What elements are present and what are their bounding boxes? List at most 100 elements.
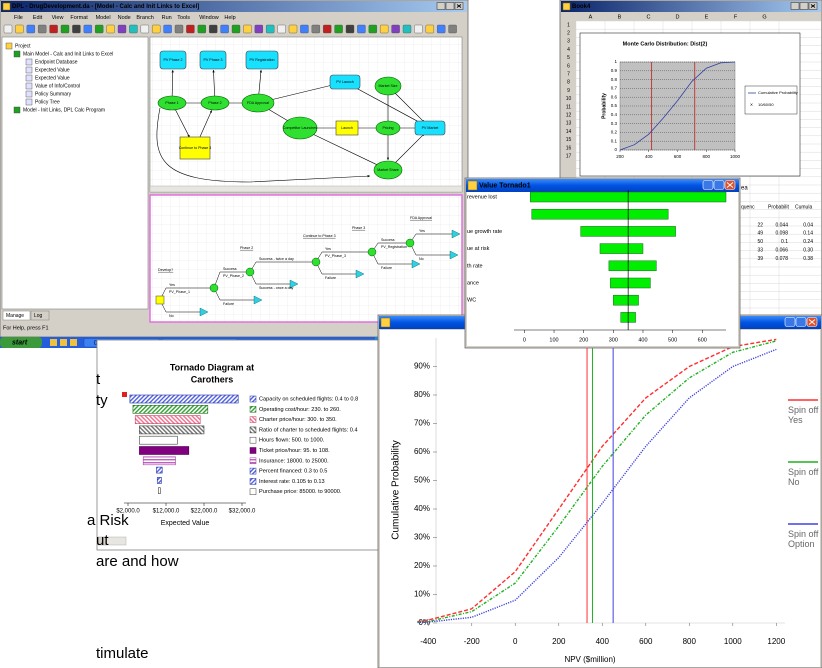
quick-launch-icon[interactable] bbox=[50, 339, 57, 346]
toolbar-button[interactable] bbox=[27, 25, 35, 33]
toolbar-button[interactable] bbox=[118, 25, 126, 33]
chance-node[interactable] bbox=[210, 284, 218, 292]
menu-item[interactable]: Branch bbox=[136, 15, 153, 21]
tree-item[interactable]: Main Model - Calc and Init Links to Exce… bbox=[23, 51, 113, 57]
maximize-button[interactable] bbox=[796, 318, 806, 327]
chance-node[interactable] bbox=[246, 268, 254, 276]
minimize-button[interactable] bbox=[785, 318, 795, 327]
quick-launch-icon[interactable] bbox=[70, 339, 77, 346]
node-label: PV Phase 3 bbox=[204, 58, 223, 62]
toolbar-button[interactable] bbox=[255, 25, 263, 33]
legend-item: Spin off Option bbox=[788, 529, 820, 569]
toolbar-button[interactable] bbox=[312, 25, 320, 33]
toolbar-button[interactable] bbox=[449, 25, 457, 33]
x-tick-label: 200 bbox=[552, 637, 566, 646]
minimize-button[interactable] bbox=[437, 3, 445, 10]
maximize-button[interactable] bbox=[714, 181, 724, 190]
toolbar-button[interactable] bbox=[243, 25, 251, 33]
branch-label: Yes bbox=[169, 283, 175, 287]
toolbar-button[interactable] bbox=[369, 25, 377, 33]
menu-item[interactable]: Window bbox=[199, 15, 219, 21]
toolbar-button[interactable] bbox=[129, 25, 137, 33]
tornado-bar bbox=[158, 488, 160, 494]
stage-header: Phase 2 bbox=[240, 246, 253, 250]
y-tick-label: 0.9 bbox=[611, 68, 618, 73]
toolbar-button[interactable] bbox=[300, 25, 308, 33]
toolbar-button[interactable] bbox=[50, 25, 58, 33]
x-tick-label: 300 bbox=[609, 337, 618, 343]
maximize-button[interactable] bbox=[800, 3, 808, 10]
menu-item[interactable]: Model bbox=[96, 15, 111, 21]
node-label: PV Registration bbox=[250, 58, 275, 62]
legend-label: Ratio of charter to scheduled flights: 0… bbox=[259, 427, 358, 433]
menu-item[interactable]: Edit bbox=[33, 15, 43, 21]
chance-node[interactable] bbox=[312, 258, 320, 266]
toolbar-button[interactable] bbox=[221, 25, 229, 33]
legend-label: Spin off Option bbox=[788, 529, 820, 549]
toolbar-button[interactable] bbox=[426, 25, 434, 33]
chart-title: Carothers bbox=[191, 374, 234, 384]
toolbar-button[interactable] bbox=[335, 25, 343, 33]
toolbar-button[interactable] bbox=[175, 25, 183, 33]
y-tick-label: 0.7 bbox=[611, 86, 618, 91]
maximize-button[interactable] bbox=[446, 3, 454, 10]
toolbar-button[interactable] bbox=[186, 25, 194, 33]
toolbar-button[interactable] bbox=[278, 25, 286, 33]
toolbar-button[interactable] bbox=[38, 25, 46, 33]
branch-label: Success - once a day bbox=[259, 286, 294, 290]
x-tick-label: 400 bbox=[596, 637, 610, 646]
toolbar-button[interactable] bbox=[209, 25, 217, 33]
toolbar-button[interactable] bbox=[72, 25, 80, 33]
toolbar-button[interactable] bbox=[357, 25, 365, 33]
legend-label: Insurance: 18000. to 25000. bbox=[259, 458, 329, 464]
toolbar-button[interactable] bbox=[380, 25, 388, 33]
menu-item[interactable]: Tools bbox=[177, 15, 190, 21]
menu-item[interactable]: View bbox=[52, 15, 64, 21]
menu-item[interactable]: Node bbox=[118, 15, 131, 21]
toolbar-button[interactable] bbox=[346, 25, 354, 33]
minimize-button[interactable] bbox=[791, 3, 799, 10]
tree-item[interactable]: Model - Init Links, DPL Calc Program bbox=[23, 107, 105, 113]
column-header: C bbox=[647, 14, 651, 20]
tree-item[interactable]: Policy Tree bbox=[35, 99, 60, 105]
toolbar-button[interactable] bbox=[414, 25, 422, 33]
toolbar-button[interactable] bbox=[232, 25, 240, 33]
toolbar-button[interactable] bbox=[289, 25, 297, 33]
chance-node[interactable] bbox=[368, 248, 376, 256]
toolbar-button[interactable] bbox=[15, 25, 23, 33]
quick-launch-icon[interactable] bbox=[60, 339, 67, 346]
menu-item[interactable]: Format bbox=[70, 15, 88, 21]
toolbar-button[interactable] bbox=[4, 25, 12, 33]
toolbar-button[interactable] bbox=[266, 25, 274, 33]
toolbar-button[interactable] bbox=[141, 25, 149, 33]
toolbar-button[interactable] bbox=[107, 25, 115, 33]
toolbar-button[interactable] bbox=[323, 25, 331, 33]
tree-item[interactable]: Endpoint Database bbox=[35, 59, 78, 65]
toolbar-button[interactable] bbox=[392, 25, 400, 33]
column-header: A bbox=[589, 14, 593, 20]
tree-item[interactable]: Expected Value bbox=[35, 75, 70, 81]
toolbar-button[interactable] bbox=[437, 25, 445, 33]
tree-item[interactable]: Policy Summary bbox=[35, 91, 72, 97]
decision-node[interactable] bbox=[156, 296, 164, 304]
tree-item[interactable]: Expected Value bbox=[35, 67, 70, 73]
column-header: E bbox=[705, 14, 709, 20]
menu-item[interactable]: File bbox=[14, 15, 23, 21]
toolbar-button[interactable] bbox=[84, 25, 92, 33]
node-label: Phase 2 bbox=[208, 101, 221, 105]
toolbar-button[interactable] bbox=[61, 25, 69, 33]
menu-item[interactable]: Help bbox=[224, 15, 235, 21]
branch-label: PV_Phase_2 bbox=[223, 274, 244, 278]
tree-item[interactable]: Project bbox=[15, 43, 31, 49]
toolbar-button[interactable] bbox=[198, 25, 206, 33]
minimize-button[interactable] bbox=[703, 181, 713, 190]
menu-item[interactable]: Run bbox=[162, 15, 172, 21]
plot-area bbox=[620, 62, 735, 150]
toolbar-button[interactable] bbox=[164, 25, 172, 33]
chance-node[interactable] bbox=[406, 239, 414, 247]
window-title: DPL - DrugDevelopment.da - [Model - Calc… bbox=[12, 4, 199, 10]
toolbar-button[interactable] bbox=[152, 25, 160, 33]
toolbar-button[interactable] bbox=[95, 25, 103, 33]
toolbar-button[interactable] bbox=[403, 25, 411, 33]
tree-item[interactable]: Value of Info/Control bbox=[35, 83, 80, 89]
